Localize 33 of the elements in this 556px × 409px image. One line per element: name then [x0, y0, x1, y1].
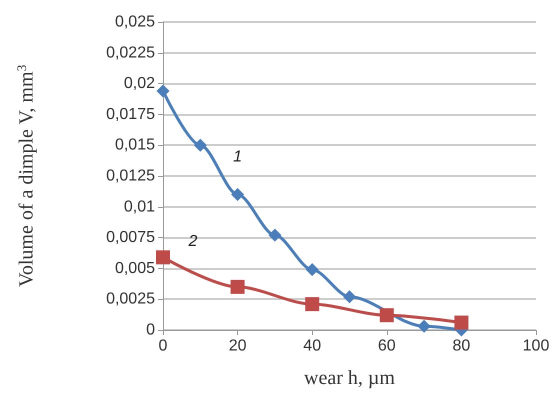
- point: [454, 316, 468, 330]
- x-tick-label: 0: [158, 338, 168, 354]
- point: [306, 263, 319, 276]
- y-tick-label: 0,015: [114, 136, 156, 154]
- point: [230, 280, 245, 294]
- x-tick-label: 20: [228, 338, 247, 354]
- y-tick-label: 0,02: [124, 75, 156, 92]
- y-tick-label: 0,005: [114, 260, 156, 277]
- point: [194, 138, 207, 152]
- y-tick-label: 0,0175: [106, 106, 156, 123]
- series-label: 1: [233, 148, 242, 166]
- point: [418, 320, 431, 333]
- point: [343, 290, 356, 304]
- point: [156, 84, 170, 98]
- series-label: 2: [188, 232, 198, 250]
- x-axis-title: wear h, µm: [304, 367, 396, 389]
- y-tick-label: 0: [146, 322, 156, 338]
- point: [268, 228, 282, 242]
- y-tick-label: 0,0075: [106, 229, 156, 246]
- point: [231, 188, 244, 201]
- x-tick-label: 100: [522, 338, 550, 354]
- point: [156, 250, 170, 264]
- y-tick-label: 0,0225: [106, 44, 156, 62]
- x-tick-label: 40: [303, 338, 322, 354]
- y-tick-label: 0,0025: [106, 290, 156, 308]
- point: [305, 297, 320, 312]
- y-tick-label: 0,0125: [106, 168, 156, 184]
- x-tick-label: 60: [378, 338, 396, 354]
- y-tick-label: 0,025: [114, 14, 156, 30]
- point: [380, 308, 394, 322]
- y-axis-title: Volume of a dimple V, mm3: [14, 64, 38, 288]
- y-tick-label: 0,01: [124, 198, 156, 216]
- x-tick-label: 80: [452, 338, 470, 354]
